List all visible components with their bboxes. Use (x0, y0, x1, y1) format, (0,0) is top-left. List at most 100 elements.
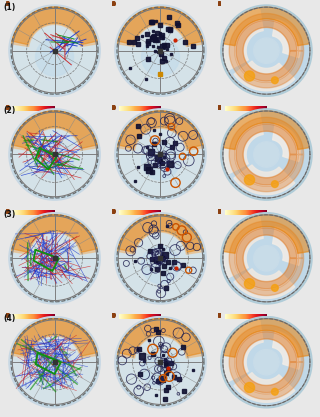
Circle shape (223, 319, 310, 406)
Polygon shape (118, 7, 203, 45)
Circle shape (254, 38, 279, 63)
Circle shape (141, 142, 180, 180)
Circle shape (112, 2, 115, 6)
Polygon shape (229, 13, 304, 88)
Polygon shape (273, 123, 300, 161)
Circle shape (11, 7, 98, 94)
Polygon shape (236, 332, 297, 392)
Polygon shape (117, 111, 204, 151)
Polygon shape (223, 111, 309, 150)
Polygon shape (117, 215, 204, 254)
Circle shape (36, 246, 74, 284)
Circle shape (244, 71, 255, 81)
Text: (3): (3) (3, 210, 15, 219)
Text: (4): (4) (3, 314, 15, 323)
Polygon shape (273, 227, 300, 265)
Polygon shape (12, 7, 97, 45)
Polygon shape (224, 216, 263, 278)
Circle shape (221, 213, 312, 304)
Circle shape (12, 320, 97, 404)
Circle shape (12, 8, 97, 93)
Polygon shape (236, 20, 297, 81)
Circle shape (12, 216, 97, 301)
Circle shape (112, 209, 115, 214)
Circle shape (218, 209, 221, 214)
Circle shape (254, 142, 279, 167)
Polygon shape (234, 61, 295, 91)
Circle shape (6, 313, 9, 317)
Circle shape (118, 216, 203, 301)
Circle shape (221, 317, 312, 408)
Circle shape (117, 319, 204, 406)
Polygon shape (234, 373, 295, 402)
Circle shape (271, 77, 278, 84)
Circle shape (223, 111, 310, 198)
Text: (2): (2) (3, 106, 15, 116)
Circle shape (9, 5, 100, 96)
Circle shape (221, 5, 312, 96)
Circle shape (9, 109, 100, 200)
Circle shape (223, 7, 310, 94)
Polygon shape (224, 113, 263, 174)
Polygon shape (117, 319, 204, 358)
Circle shape (118, 8, 203, 93)
Circle shape (112, 313, 115, 317)
Polygon shape (229, 221, 304, 296)
Polygon shape (12, 215, 97, 252)
Polygon shape (223, 319, 309, 357)
Circle shape (218, 106, 221, 110)
Circle shape (36, 349, 74, 387)
Circle shape (218, 2, 221, 6)
Polygon shape (234, 165, 295, 195)
Circle shape (254, 349, 279, 375)
Polygon shape (236, 124, 297, 185)
Circle shape (11, 319, 98, 406)
Circle shape (244, 382, 255, 392)
Circle shape (271, 181, 278, 188)
Polygon shape (118, 319, 203, 356)
Polygon shape (273, 19, 300, 58)
Polygon shape (224, 320, 263, 382)
Circle shape (118, 320, 203, 404)
Polygon shape (273, 331, 300, 369)
Circle shape (271, 284, 278, 291)
Circle shape (6, 209, 9, 214)
Circle shape (112, 106, 115, 110)
Polygon shape (12, 111, 98, 151)
Circle shape (36, 142, 74, 180)
Circle shape (117, 111, 204, 198)
Polygon shape (223, 7, 309, 46)
Polygon shape (12, 7, 98, 47)
Polygon shape (12, 319, 98, 358)
Circle shape (12, 112, 97, 197)
Circle shape (9, 213, 100, 304)
Circle shape (271, 388, 278, 395)
Polygon shape (12, 111, 97, 148)
Polygon shape (118, 215, 203, 252)
Circle shape (115, 5, 206, 96)
Polygon shape (118, 111, 203, 148)
Circle shape (6, 106, 9, 110)
Polygon shape (12, 319, 97, 356)
Polygon shape (234, 269, 295, 299)
Polygon shape (236, 228, 297, 289)
Circle shape (115, 317, 206, 408)
Circle shape (244, 175, 255, 185)
Circle shape (6, 2, 9, 6)
Circle shape (115, 109, 206, 200)
Circle shape (141, 38, 180, 76)
Circle shape (141, 246, 180, 284)
Circle shape (11, 111, 98, 198)
Circle shape (254, 246, 279, 271)
Polygon shape (224, 9, 263, 70)
Circle shape (36, 38, 74, 76)
Circle shape (117, 215, 204, 302)
Circle shape (141, 349, 180, 387)
Circle shape (117, 7, 204, 94)
Polygon shape (229, 117, 304, 192)
Text: (1): (1) (3, 3, 15, 12)
Polygon shape (229, 325, 304, 399)
Circle shape (223, 215, 310, 302)
Polygon shape (12, 215, 98, 254)
Circle shape (11, 215, 98, 302)
